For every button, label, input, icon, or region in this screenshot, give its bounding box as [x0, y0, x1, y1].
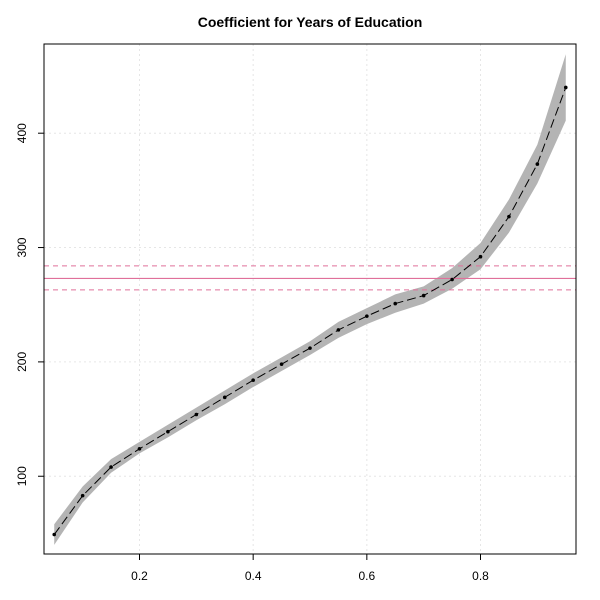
x-tick-label: 0.8: [472, 569, 489, 583]
data-point: [308, 346, 312, 350]
quantile-coefficient-line: [53, 87, 567, 535]
chart-title: Coefficient for Years of Education: [198, 14, 423, 30]
data-point: [80, 493, 85, 498]
data-point: [421, 293, 426, 298]
data-point: [393, 301, 398, 306]
y-tick-label: 100: [15, 466, 29, 486]
data-point: [478, 254, 483, 259]
data-point: [251, 378, 255, 382]
data-point: [563, 85, 568, 90]
data-point: [535, 162, 540, 166]
data-point: [336, 328, 341, 332]
data-point: [365, 314, 369, 318]
x-tick-label: 0.6: [358, 569, 375, 583]
x-tick-label: 0.4: [245, 569, 262, 583]
data-point: [507, 214, 511, 219]
x-tick-label: 0.2: [131, 569, 148, 583]
data-point: [279, 362, 284, 366]
y-tick-label: 200: [15, 352, 29, 372]
y-tick-label: 400: [15, 123, 29, 143]
confidence-band: [54, 54, 566, 545]
data-point: [222, 395, 227, 400]
axes: 0.2 0.4 0.6 0.8 100 200 300 400: [15, 123, 489, 583]
series-points: [52, 85, 568, 537]
data-point: [137, 446, 142, 451]
confidence-band-layer: [54, 54, 566, 545]
data-point: [450, 277, 454, 282]
data-point: [109, 465, 113, 469]
plot-frame: [43, 43, 577, 555]
series-line-layer: [53, 87, 567, 535]
data-point: [166, 429, 170, 434]
data-point: [194, 412, 199, 417]
y-tick-label: 300: [15, 237, 29, 257]
reference-lines: [44, 265, 576, 291]
grid: [44, 44, 576, 554]
data-point: [52, 532, 57, 537]
